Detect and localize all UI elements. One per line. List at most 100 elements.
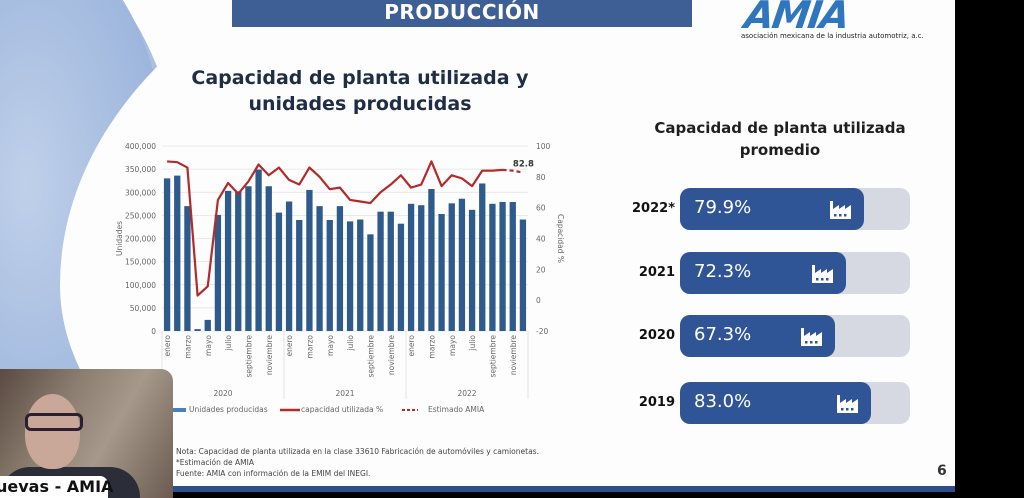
bar — [346, 221, 354, 331]
factory-icon — [829, 201, 851, 219]
footnote-3: Fuente: AMIA con información de la EMIM … — [176, 469, 371, 478]
chart-title: Capacidad de planta utilizada y unidades… — [190, 65, 530, 117]
capacity-line — [167, 160, 503, 297]
x-tick-label: enero — [163, 335, 172, 357]
summary-title-line2: promedio — [739, 141, 821, 159]
bar — [235, 191, 242, 331]
year-label: 2022 — [457, 389, 476, 398]
logo-subtitle: asociación mexicana de la industria auto… — [741, 32, 924, 40]
row-value: 67.3% — [694, 324, 752, 345]
y-axis-label: Unidades — [115, 221, 124, 256]
bar — [468, 209, 476, 331]
chart-title-line1: Capacidad de planta utilizada y — [191, 67, 529, 89]
bar — [265, 186, 272, 331]
presentation-slide: PRODUCCIÓN AMIA asociación mexicana de l… — [0, 0, 955, 492]
summary-title: Capacidad de planta utilizada promedio — [640, 117, 920, 161]
bar — [296, 220, 303, 331]
summary-row-2021: 2021 72.3% — [615, 252, 915, 296]
summary-title-line1: Capacidad de planta utilizada — [654, 119, 906, 137]
x-tick-label: enero — [407, 335, 416, 357]
speaker-face — [25, 394, 80, 469]
x-tick-label: julio — [346, 335, 355, 352]
speaker-glasses — [25, 413, 83, 431]
bar — [285, 201, 293, 331]
x-tick-label: julio — [468, 335, 477, 352]
progress-fill: 72.3% — [680, 252, 847, 294]
bar — [214, 214, 222, 331]
row-year: 2022* — [632, 201, 675, 216]
bar — [163, 178, 171, 331]
section-banner: PRODUCCIÓN — [232, 0, 692, 27]
bar — [174, 175, 181, 331]
x-tick-label: noviembre — [387, 335, 396, 375]
x-tick-label: marzo — [427, 335, 436, 359]
y2-tick-label: 100 — [536, 142, 551, 151]
bar — [245, 186, 252, 331]
logo-mark: AMIA — [741, 0, 851, 37]
x-tick-label: julio — [224, 335, 233, 352]
y-tick-label: 100,000 — [125, 281, 156, 290]
bar — [418, 205, 425, 331]
page-number: 6 — [937, 463, 947, 479]
bar — [336, 206, 344, 331]
bar — [499, 201, 506, 331]
bar — [448, 203, 455, 331]
summary-row-2019: 2019 83.0% — [615, 382, 915, 426]
x-tick-label: septiembre — [366, 335, 375, 378]
production-chart: 0 50,000 100,000 150,000 200,000 250,000 300,0… — [110, 138, 580, 423]
bar — [377, 211, 384, 331]
bar — [428, 189, 435, 331]
progress-fill: 83.0% — [680, 382, 871, 424]
bar — [275, 212, 283, 331]
progress-track: 83.0% — [680, 382, 910, 424]
x-tick-label: enero — [285, 335, 294, 357]
bar — [367, 234, 374, 331]
year-label: 2020 — [213, 389, 232, 398]
speaker-video-tile[interactable]: uevas - AMIA — [0, 369, 173, 498]
progress-fill: 67.3% — [680, 315, 835, 357]
speaker-name-background — [0, 476, 108, 498]
y-tick-label: 250,000 — [125, 211, 156, 220]
amia-logo: AMIA asociación mexicana de la industria… — [735, 0, 945, 45]
y2-tick-label: 80 — [536, 173, 546, 182]
bar — [306, 189, 313, 331]
progress-track: 72.3% — [680, 252, 910, 294]
bar — [438, 213, 445, 331]
chart-svg: 0 50,000 100,000 150,000 200,000 250,000 300,0… — [115, 142, 565, 414]
year-label: 2021 — [335, 389, 354, 398]
row-year: 2019 — [638, 395, 675, 410]
x-tick-label: septiembre — [244, 335, 253, 378]
y2-axis-label: Capacidad % — [556, 214, 565, 263]
row-value: 83.0% — [694, 391, 752, 412]
row-value: 79.9% — [694, 197, 752, 218]
summary-row-2020: 2020 67.3% — [615, 315, 915, 359]
y-tick-label: 150,000 — [125, 258, 156, 267]
bar — [479, 183, 486, 331]
row-year: 2020 — [638, 328, 675, 343]
legend-label: Estimado AMIA — [428, 405, 485, 414]
progress-fill: 79.9% — [680, 188, 864, 230]
factory-icon — [800, 328, 822, 346]
bar — [397, 223, 405, 331]
y-tick-label: 0 — [151, 327, 156, 336]
bar — [509, 201, 516, 331]
bar — [458, 198, 466, 331]
x-tick-label: noviembre — [509, 335, 518, 375]
x-tick-label: marzo — [305, 335, 314, 359]
bar — [194, 329, 201, 331]
bar — [204, 319, 211, 331]
legend-label: Unidades producidas — [189, 405, 268, 414]
x-tick-label: marzo — [183, 335, 192, 359]
footnotes: Nota: Capacidad de planta utilizada en l… — [176, 446, 539, 479]
bar — [387, 211, 394, 331]
legend-label: capacidad utilizada % — [301, 405, 383, 414]
speaker-name-label: uevas - AMIA — [0, 477, 114, 496]
y-tick-label: 350,000 — [125, 165, 156, 174]
progress-track: 79.9% — [680, 188, 910, 230]
progress-track: 67.3% — [680, 315, 910, 357]
estimate-annotation: 82.8 — [513, 160, 534, 170]
row-value: 72.3% — [694, 261, 752, 282]
footnote-1: Nota: Capacidad de planta utilizada en l… — [176, 447, 539, 456]
summary-row-2022: 2022* 79.9% — [615, 188, 915, 232]
bar — [316, 206, 323, 331]
